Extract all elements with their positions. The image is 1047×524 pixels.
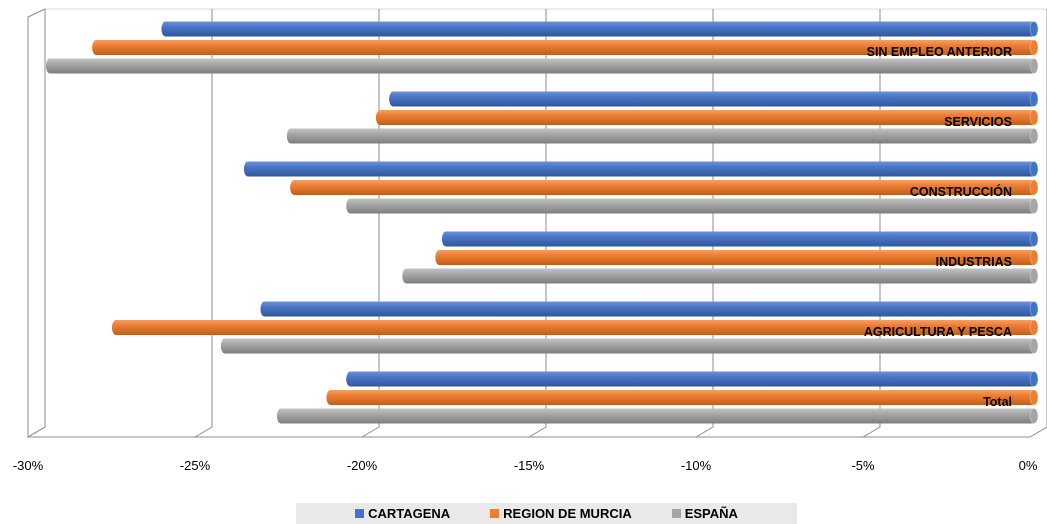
category-label-servicios: SERVICIOS [944, 115, 1012, 129]
category-label-total: Total [983, 395, 1012, 409]
gridline [695, 9, 714, 438]
legend-swatch-cartagena [355, 509, 365, 518]
x-tick-label: -15% [514, 458, 545, 473]
gridlines [27, 9, 1047, 438]
x-tick-label: -5% [851, 458, 875, 473]
bar-espana-servicios [286, 128, 1039, 144]
bar-region-de-murcia-total [326, 389, 1039, 406]
category-label-industrias: INDUSTRIAS [936, 255, 1012, 269]
gridline [1029, 9, 1047, 438]
bar-region-de-murcia-industrias [435, 249, 1039, 266]
bars [45, 21, 1039, 424]
gridline [27, 9, 46, 438]
x-tick-label: -10% [681, 458, 712, 473]
gridline [361, 9, 380, 438]
x-tick-labels: -30% -25% -20% -15% -10% -5% 0% [13, 458, 1038, 473]
bar-cartagena-servicios [389, 91, 1039, 107]
legend-label-espana: ESPAÑA [684, 506, 738, 521]
x-tick-label: 0% [1019, 458, 1038, 473]
bar-region-de-murcia-agricultura-y-pesca [111, 319, 1039, 336]
x-tick-label: -20% [347, 458, 378, 473]
bar-cartagena-industrias [441, 231, 1039, 247]
category-label-construccion: CONSTRUCCIÓN [910, 184, 1012, 199]
bar-espana-construccion [346, 198, 1039, 214]
plot-side-wall [27, 8, 46, 438]
category-labels: SIN EMPLEO ANTERIOR SERVICIOS CONSTRUCCIÓN… [864, 45, 1012, 409]
category-label-sin-empleo-anterior: SIN EMPLEO ANTERIOR [867, 45, 1012, 59]
bar-region-de-murcia-sin-empleo-anterior [92, 39, 1039, 56]
bar-espana-total [276, 408, 1039, 424]
x-tick-label: -30% [13, 458, 44, 473]
bar-espana-agricultura-y-pesca [220, 338, 1039, 354]
gridline [862, 9, 881, 438]
bar-cartagena-agricultura-y-pesca [260, 301, 1039, 317]
bar-cartagena-construccion [243, 161, 1039, 177]
legend-item-region-de-murcia: REGION DE MURCIA [490, 506, 632, 521]
bar-cartagena-sin-empleo-anterior [161, 21, 1039, 37]
legend-item-cartagena: CARTAGENA [355, 506, 450, 521]
legend-label-cartagena: CARTAGENA [368, 506, 451, 521]
legend-item-espana: ESPAÑA [671, 506, 738, 521]
legend-label-region-de-murcia: REGION DE MURCIA [503, 506, 632, 521]
bar-region-de-murcia-servicios [375, 109, 1039, 126]
bar-espana-sin-empleo-anterior [45, 58, 1039, 74]
legend-swatch-espana [671, 509, 681, 518]
gridline [528, 9, 547, 438]
gridline [194, 9, 213, 438]
bar-region-de-murcia-construccion [290, 179, 1039, 196]
bar-espana-industrias [402, 268, 1039, 284]
category-label-agricultura-y-pesca: AGRICULTURA Y PESCA [864, 325, 1012, 339]
legend-swatch-region-de-murcia [490, 509, 500, 518]
x-tick-label: -25% [180, 458, 211, 473]
legend: CARTAGENA REGION DE MURCIA ESPAÑA [296, 503, 797, 524]
bar-cartagena-total [346, 371, 1039, 387]
